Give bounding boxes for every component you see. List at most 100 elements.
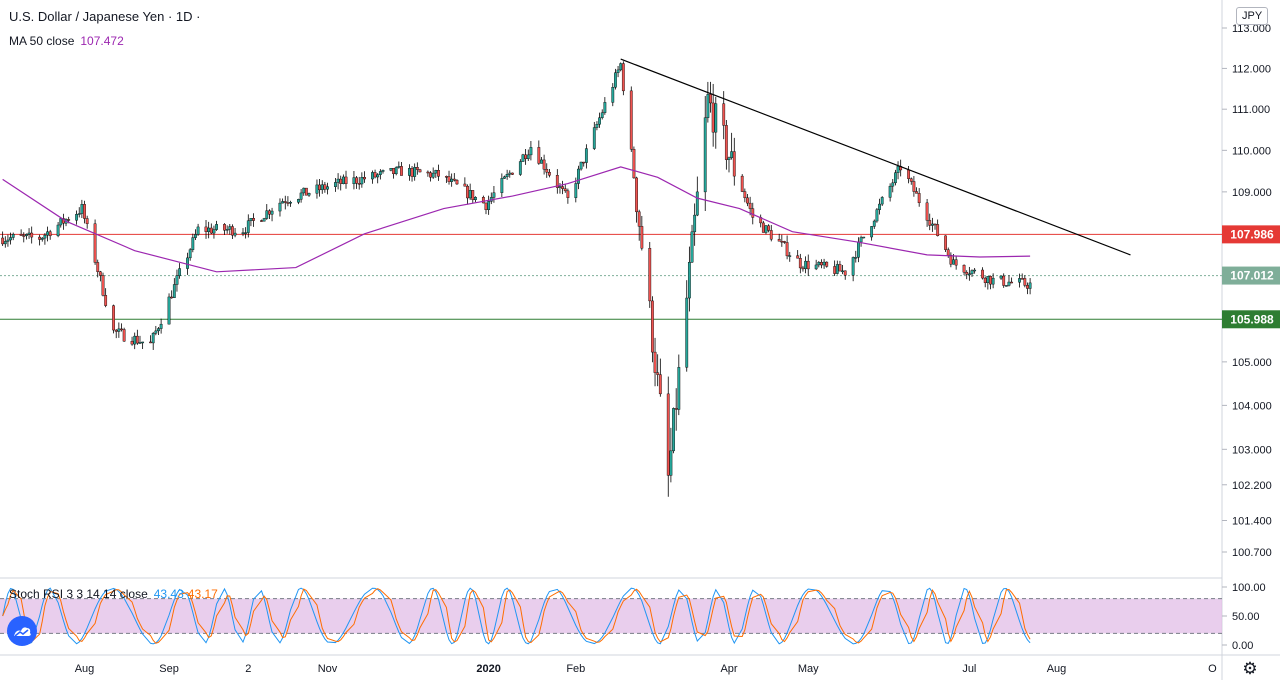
candle-body bbox=[629, 90, 633, 150]
candle-body bbox=[915, 191, 918, 194]
candle-body bbox=[545, 169, 549, 173]
candle-body bbox=[500, 178, 504, 193]
candle-body bbox=[674, 408, 678, 410]
candle-body bbox=[93, 223, 97, 263]
settings-gear-icon[interactable]: ⚙ bbox=[1242, 659, 1258, 678]
currency-badge[interactable]: JPY bbox=[1236, 7, 1269, 25]
candle-body bbox=[265, 210, 269, 219]
ma-50-line bbox=[2, 166, 1031, 273]
candle-body bbox=[727, 157, 731, 160]
candle-body bbox=[669, 450, 673, 476]
candle-body bbox=[1023, 278, 1027, 286]
candle-body bbox=[418, 169, 422, 173]
candle-body bbox=[122, 329, 126, 342]
candle-body bbox=[59, 218, 63, 226]
candle-body bbox=[524, 154, 528, 159]
candle-body bbox=[635, 177, 638, 213]
candle-body bbox=[101, 275, 105, 296]
candle-body bbox=[1002, 275, 1006, 286]
candle-body bbox=[722, 103, 726, 126]
ma-legend-label: MA 50 close bbox=[9, 34, 75, 48]
candle-body bbox=[962, 264, 966, 273]
candle-body bbox=[614, 72, 617, 88]
candle-body bbox=[954, 259, 958, 266]
candle-body bbox=[1018, 278, 1021, 283]
candle-body bbox=[447, 176, 451, 182]
candle-body bbox=[114, 329, 118, 332]
candle-body bbox=[130, 341, 134, 345]
candle-body bbox=[22, 235, 26, 237]
candle-body bbox=[743, 191, 747, 199]
candle-body bbox=[764, 225, 768, 233]
stoch-tick-label: 0.00 bbox=[1232, 640, 1253, 652]
candle-body bbox=[603, 102, 607, 113]
candle-body bbox=[672, 408, 675, 452]
candle-body bbox=[228, 226, 232, 230]
candle-body bbox=[835, 264, 839, 274]
candle-body bbox=[307, 193, 311, 196]
candle-body bbox=[389, 168, 393, 171]
price-tick-label: 112.000 bbox=[1232, 63, 1271, 75]
candle-body bbox=[394, 167, 398, 175]
candle-body bbox=[526, 154, 530, 159]
candle-body bbox=[930, 223, 934, 226]
candle-body bbox=[207, 227, 211, 232]
price-tick-label: 109.000 bbox=[1232, 187, 1272, 199]
candle-body bbox=[1028, 282, 1032, 289]
stoch-tick-label: 100.00 bbox=[1232, 582, 1266, 594]
candle-body bbox=[376, 174, 380, 178]
candle-body bbox=[598, 117, 601, 125]
tradingview-logo-icon[interactable] bbox=[7, 616, 37, 646]
candle-body bbox=[843, 270, 847, 276]
candle-body bbox=[822, 261, 826, 266]
candle-body bbox=[907, 169, 911, 179]
candle-body bbox=[352, 177, 356, 185]
candle-body bbox=[209, 227, 213, 234]
candle-body bbox=[410, 168, 414, 177]
candle-body bbox=[392, 168, 395, 175]
level-price-label: 105.988 bbox=[1230, 312, 1274, 326]
candle-body bbox=[112, 305, 115, 331]
candle-body bbox=[933, 223, 937, 226]
candle-body bbox=[244, 232, 248, 234]
candle-body bbox=[563, 188, 567, 192]
candle-body bbox=[326, 186, 329, 190]
stoch-d-line bbox=[2, 588, 1031, 644]
stoch-rsi-label: Stoch RSI 3 3 14 14 close bbox=[9, 587, 148, 601]
candle-body bbox=[252, 218, 255, 221]
stoch-rsi-legend: Stoch RSI 3 3 14 14 close 43.43 43.17 bbox=[9, 587, 218, 601]
candle-body bbox=[83, 204, 86, 219]
candle-body bbox=[788, 255, 792, 257]
candle-body bbox=[492, 192, 496, 198]
candle-body bbox=[952, 259, 955, 265]
candle-body bbox=[695, 191, 699, 216]
candle-body bbox=[817, 262, 821, 266]
price-tick-label: 113.000 bbox=[1232, 23, 1271, 35]
time-tick-label: Jul bbox=[962, 663, 976, 675]
candle-body bbox=[46, 231, 49, 236]
candle-body bbox=[297, 199, 300, 203]
candle-body bbox=[270, 210, 274, 215]
candle-body bbox=[780, 241, 784, 243]
candle-body bbox=[429, 172, 432, 178]
candle-body bbox=[621, 63, 625, 92]
candle-body bbox=[204, 226, 208, 232]
price-tick-label: 105.000 bbox=[1232, 357, 1272, 369]
candle-body bbox=[151, 333, 155, 344]
candle-body bbox=[363, 177, 366, 180]
candle-body bbox=[373, 172, 377, 178]
candle-body bbox=[592, 127, 596, 149]
candle-body bbox=[484, 202, 488, 210]
candle-body bbox=[999, 275, 1003, 279]
candle-body bbox=[191, 237, 195, 250]
candle-body bbox=[632, 149, 636, 179]
candle-body bbox=[983, 277, 987, 283]
candle-body bbox=[444, 176, 448, 178]
candle-body bbox=[80, 204, 84, 214]
candle-body bbox=[746, 197, 749, 204]
candle-body bbox=[595, 124, 599, 128]
candle-body bbox=[611, 87, 615, 103]
candle-body bbox=[880, 197, 884, 205]
candle-body bbox=[167, 296, 171, 325]
